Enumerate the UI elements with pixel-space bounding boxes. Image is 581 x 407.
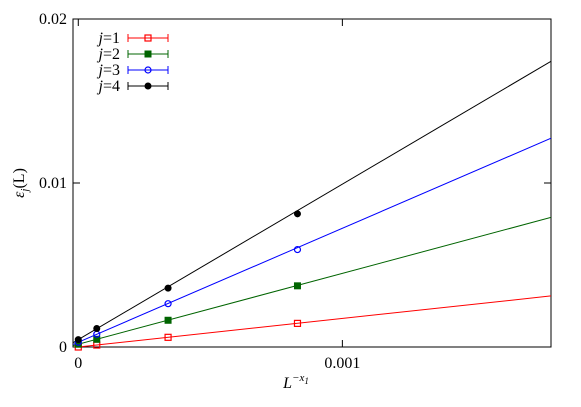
y-tick-label: 0 [59, 339, 67, 356]
legend-marker [144, 34, 152, 42]
data-point-series-1 [293, 319, 302, 327]
legend-label: j=4 [97, 78, 120, 95]
data-point-series-1 [164, 333, 172, 341]
fit-line-series-1 [78, 295, 551, 347]
legend-marker [144, 50, 152, 58]
data-point-series-2 [164, 316, 172, 324]
data-point-series-4 [293, 210, 301, 218]
fit-lines [73, 60, 551, 347]
axis-ticks [73, 18, 551, 348]
plot-frame [72, 18, 552, 348]
data-point-series-4 [164, 284, 172, 292]
data-point-series-2 [293, 282, 301, 290]
fit-line-series-3 [73, 137, 551, 345]
data-point-series-2 [93, 335, 101, 343]
y-axis-label: εj(L) [11, 168, 31, 198]
legend-marker [144, 66, 152, 74]
legend: j=1j=2j=3j=4 [97, 30, 169, 95]
y-tick-label: 0.01 [39, 175, 67, 192]
x-tick-label: 0 [74, 355, 82, 372]
data-markers [74, 210, 302, 351]
tick-labels: 0 0.001 0 0.01 0.02 [39, 11, 360, 372]
legend-label: j=3 [97, 62, 120, 79]
x-tick-label: 0.001 [324, 355, 360, 372]
data-point-series-4 [74, 336, 82, 344]
data-point-series-3 [293, 245, 302, 254]
y-tick-label: 0.02 [39, 11, 67, 28]
x-axis-label: L−x1 [282, 372, 309, 392]
legend-marker [144, 82, 152, 90]
fit-line-series-2 [73, 216, 551, 347]
data-point-series-3 [164, 300, 172, 308]
fit-line-series-4 [73, 60, 551, 344]
data-point-series-4 [93, 324, 101, 332]
legend-label: j=1 [97, 30, 120, 47]
legend-label: j=2 [97, 46, 120, 63]
